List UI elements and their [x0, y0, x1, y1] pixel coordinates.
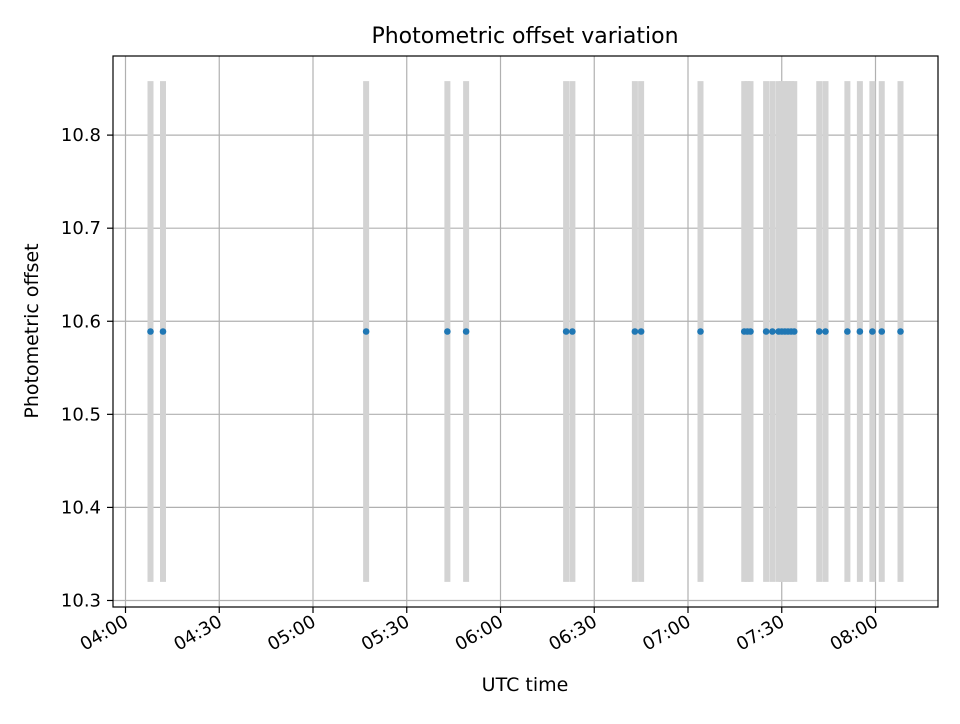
data-point — [147, 328, 154, 335]
data-point — [159, 328, 167, 335]
data-point — [747, 328, 754, 335]
data-point — [569, 328, 576, 335]
data-point — [878, 328, 886, 335]
data-point — [362, 328, 370, 335]
y-axis-label: Photometric offset — [21, 243, 43, 418]
data-point — [856, 328, 864, 335]
data-point — [444, 328, 451, 335]
y-tick-label: 10.4 — [61, 497, 101, 518]
data-point — [697, 328, 704, 335]
data-point — [869, 328, 876, 335]
data-point — [762, 328, 770, 335]
plot-area-frame — [112, 55, 939, 608]
y-axis-ticks: 10.3 10.4 10.5 10.6 10.7 10.8 — [61, 125, 113, 611]
y-tick-label: 10.5 — [61, 404, 101, 425]
data-points — [147, 328, 904, 335]
y-tick-label: 10.6 — [61, 311, 101, 332]
data-point — [897, 328, 904, 335]
data-point — [790, 328, 798, 335]
data-point — [822, 328, 829, 335]
data-point — [631, 328, 639, 335]
x-axis-label: UTC time — [482, 674, 569, 696]
y-tick-label: 10.8 — [61, 125, 101, 146]
data-point — [844, 328, 851, 335]
data-point — [815, 328, 823, 335]
y-tick-label: 10.3 — [61, 590, 101, 611]
data-point — [462, 328, 470, 335]
data-point — [562, 328, 570, 335]
data-point — [769, 328, 776, 335]
y-tick-label: 10.7 — [61, 218, 101, 239]
chart-title: Photometric offset variation — [371, 24, 678, 49]
data-point — [637, 328, 645, 335]
grid — [113, 56, 938, 607]
